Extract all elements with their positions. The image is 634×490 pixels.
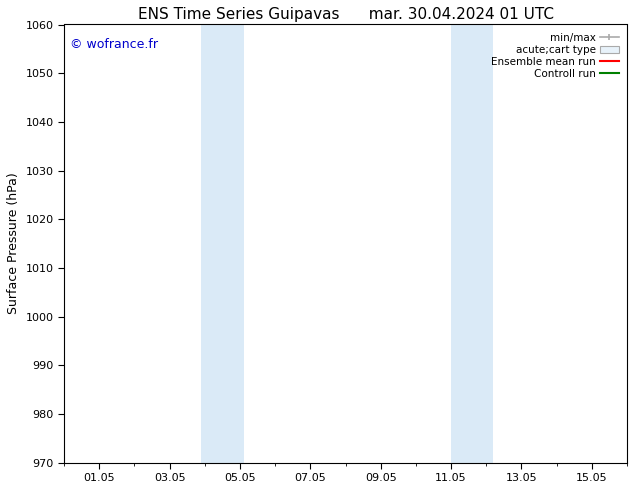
- Text: © wofrance.fr: © wofrance.fr: [70, 38, 158, 50]
- Bar: [201, 24, 243, 463]
- Y-axis label: Surface Pressure (hPa): Surface Pressure (hPa): [7, 172, 20, 315]
- Bar: [451, 24, 493, 463]
- Title: ENS Time Series Guipavas      mar. 30.04.2024 01 UTC: ENS Time Series Guipavas mar. 30.04.2024…: [138, 7, 553, 22]
- Legend: min/max, acute;cart type, Ensemble mean run, Controll run: min/max, acute;cart type, Ensemble mean …: [488, 30, 622, 82]
